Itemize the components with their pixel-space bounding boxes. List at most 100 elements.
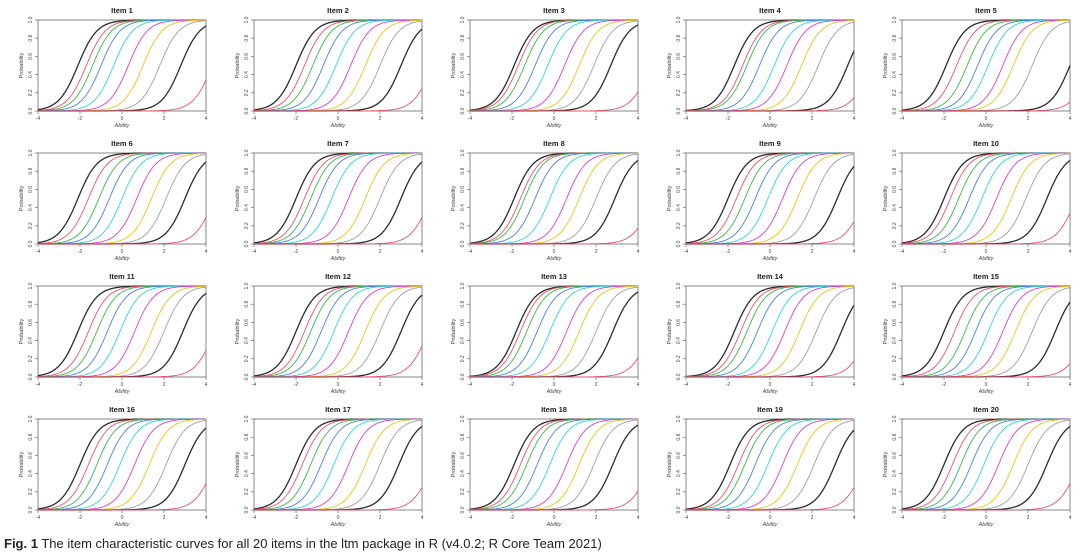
x-tick-label: 2 xyxy=(595,116,598,122)
x-tick-label: 0 xyxy=(769,515,772,521)
x-tick-label: 4 xyxy=(205,382,208,388)
y-tick-label: 0.4 xyxy=(892,337,898,344)
y-tick-label: 0.2 xyxy=(244,488,250,495)
y-tick-label: 1.0 xyxy=(28,282,34,289)
x-tick-label: 0 xyxy=(985,515,988,521)
x-axis-label: Ability xyxy=(762,256,779,262)
icc-curve xyxy=(470,227,639,245)
y-tick-label: 0.8 xyxy=(244,168,250,175)
x-tick-label: 0 xyxy=(337,116,340,122)
icc-curve xyxy=(254,28,423,112)
icc-curve xyxy=(902,483,1071,511)
y-tick-label: 0.6 xyxy=(676,319,682,326)
y-tick-label: 0.2 xyxy=(244,222,250,229)
y-tick-label: 0.4 xyxy=(28,204,34,211)
icc-curve xyxy=(469,19,638,111)
x-tick-label: -4 xyxy=(36,515,41,521)
icc-curve xyxy=(685,418,854,510)
y-tick-label: 0.4 xyxy=(244,204,250,211)
x-tick-label: -4 xyxy=(468,515,473,521)
x-tick-label: 4 xyxy=(1069,515,1072,521)
y-axis-label: Probability xyxy=(235,52,241,78)
x-tick-label: 0 xyxy=(553,515,556,521)
icc-panel: Item 6 -4 -2 0 2 4 0.0 0.2 0.4 0.6 0.8 1.0 Ability Pr… xyxy=(19,139,208,262)
y-tick-label: 0.4 xyxy=(892,71,898,78)
y-tick-label: 0.6 xyxy=(892,319,898,326)
icc-curve xyxy=(686,304,855,378)
y-tick-label: 1.0 xyxy=(244,149,250,156)
x-tick-label: 0 xyxy=(985,116,988,122)
x-tick-label: -4 xyxy=(900,116,905,122)
y-tick-label: 0.0 xyxy=(244,240,250,247)
y-tick-label: 1.0 xyxy=(892,16,898,23)
x-tick-label: 4 xyxy=(205,116,208,122)
x-tick-label: -2 xyxy=(510,515,515,521)
x-tick-label: 0 xyxy=(121,249,124,255)
icc-curve xyxy=(902,101,1071,112)
y-tick-label: 0.8 xyxy=(244,301,250,308)
y-tick-label: 0.0 xyxy=(28,240,34,247)
y-tick-label: 0.6 xyxy=(244,452,250,459)
x-tick-label: 2 xyxy=(163,515,166,521)
x-tick-label: 2 xyxy=(595,382,598,388)
x-tick-label: 4 xyxy=(421,116,424,122)
x-tick-label: -4 xyxy=(468,116,473,122)
y-tick-label: 0.4 xyxy=(676,470,682,477)
y-tick-label: 0.8 xyxy=(28,301,34,308)
y-tick-label: 0.6 xyxy=(460,186,466,193)
y-tick-label: 0.0 xyxy=(244,506,250,513)
y-tick-label: 0.4 xyxy=(892,470,898,477)
x-tick-label: 4 xyxy=(1069,116,1072,122)
y-axis-label: Probability xyxy=(883,451,889,477)
y-axis-label: Probability xyxy=(451,185,457,211)
icc-curve xyxy=(470,490,639,511)
icc-curve xyxy=(254,294,423,378)
y-tick-label: 0.2 xyxy=(676,222,682,229)
x-tick-label: 4 xyxy=(853,249,856,255)
y-tick-label: 0.8 xyxy=(244,434,250,441)
y-tick-label: 0.4 xyxy=(244,470,250,477)
x-tick-label: -4 xyxy=(900,382,905,388)
x-tick-label: 4 xyxy=(421,249,424,255)
x-tick-label: -4 xyxy=(684,249,689,255)
icc-curve xyxy=(38,350,207,378)
icc-curve xyxy=(686,285,855,378)
y-axis-label: Probability xyxy=(667,185,673,211)
x-axis-label: Ability xyxy=(114,123,131,129)
y-axis-label: Probability xyxy=(451,451,457,477)
y-tick-label: 0.0 xyxy=(244,107,250,114)
panel-title: Item 17 xyxy=(325,405,351,414)
x-tick-label: -2 xyxy=(942,116,947,122)
figure-caption-text: The item characteristic curves for all 2… xyxy=(41,536,602,551)
icc-curve xyxy=(254,345,423,378)
x-tick-label: 2 xyxy=(379,382,382,388)
y-tick-label: 0.8 xyxy=(244,35,250,42)
x-tick-label: -4 xyxy=(36,382,41,388)
y-tick-label: 0.2 xyxy=(676,355,682,362)
y-tick-label: 0.4 xyxy=(28,337,34,344)
y-axis-label: Probability xyxy=(19,52,25,78)
icc-panel: Item 14 -4 -2 0 2 4 0.0 0.2 0.4 0.6 0.8 1.0 Ability P… xyxy=(667,272,856,395)
x-axis-label: Ability xyxy=(114,389,131,395)
icc-panel: Item 20 -4 -2 0 2 4 0.0 0.2 0.4 0.6 0.8 1.0 Ability P… xyxy=(883,405,1072,528)
icc-curve xyxy=(902,212,1071,245)
icc-panel: Item 8 -4 -2 0 2 4 0.0 0.2 0.4 0.6 0.8 1.0 Ability Pr… xyxy=(451,139,640,262)
y-tick-label: 0.8 xyxy=(676,434,682,441)
y-tick-label: 1.0 xyxy=(892,149,898,156)
x-axis-label: Ability xyxy=(762,123,779,129)
x-tick-label: -4 xyxy=(252,382,257,388)
icc-curve xyxy=(686,419,855,511)
y-tick-label: 1.0 xyxy=(28,149,34,156)
x-tick-label: 2 xyxy=(1027,382,1030,388)
y-tick-label: 0.6 xyxy=(244,186,250,193)
x-tick-label: 2 xyxy=(811,249,814,255)
y-tick-label: 1.0 xyxy=(28,415,34,422)
x-tick-label: 2 xyxy=(1027,249,1030,255)
x-tick-label: 0 xyxy=(121,515,124,521)
x-tick-label: -2 xyxy=(942,249,947,255)
y-tick-label: 0.6 xyxy=(676,452,682,459)
icc-curve xyxy=(470,91,639,112)
y-tick-label: 0.0 xyxy=(28,373,34,380)
y-tick-label: 0.2 xyxy=(892,89,898,96)
y-tick-label: 0.2 xyxy=(244,89,250,96)
